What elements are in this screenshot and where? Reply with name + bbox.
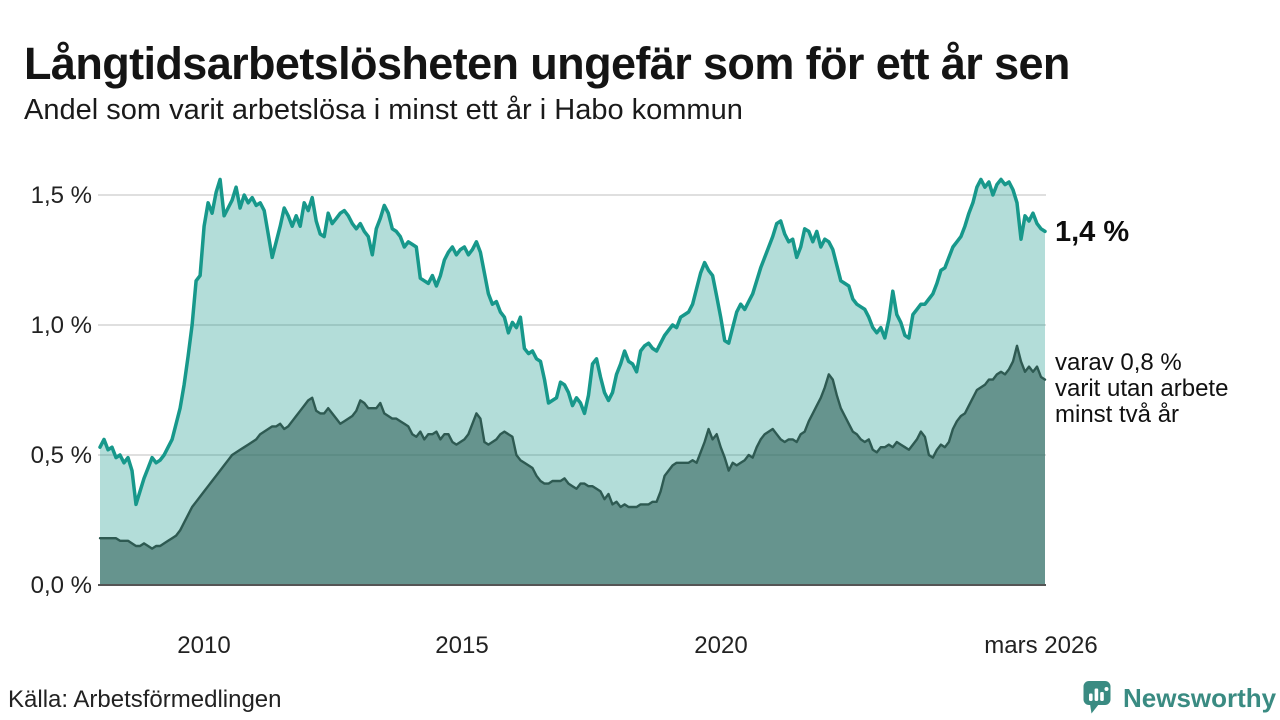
- y-axis-tick-10: 1,0 %: [30, 312, 92, 339]
- y-axis-tick-05: 0,5 %: [30, 442, 92, 469]
- chart-subtitle: Andel som varit arbetslösa i minst ett å…: [24, 94, 743, 126]
- y-axis-tick-0: 0,0 %: [30, 572, 92, 599]
- secondary-value-annotation: varav 0,8 % varit utan arbete minst två …: [1055, 350, 1228, 428]
- secondary-annotation-line2: varit utan arbete: [1055, 375, 1229, 402]
- x-axis-tick-2015: 2015: [435, 632, 489, 659]
- bar-chart-speech-bubble-icon: [1083, 681, 1111, 714]
- latest-value-annotation: 1,4 %: [1055, 216, 1130, 248]
- source-caption: Källa: Arbetsförmedlingen: [8, 686, 282, 713]
- x-axis-tick-2010: 2010: [177, 632, 231, 659]
- x-axis-tick-2020: 2020: [694, 632, 748, 659]
- newsworthy-logo[interactable]: Newsworthy: [1083, 680, 1276, 716]
- y-axis-tick-15: 1,5 %: [30, 182, 92, 209]
- newsworthy-logo-text: Newsworthy: [1123, 683, 1277, 713]
- secondary-annotation-line1: varav 0,8 %: [1055, 349, 1182, 376]
- chart-title: Långtidsarbetslösheten ungefär som för e…: [24, 38, 1070, 90]
- secondary-annotation-line3: minst två år: [1055, 401, 1180, 428]
- x-axis-tick-mars-2026: mars 2026: [984, 632, 1098, 659]
